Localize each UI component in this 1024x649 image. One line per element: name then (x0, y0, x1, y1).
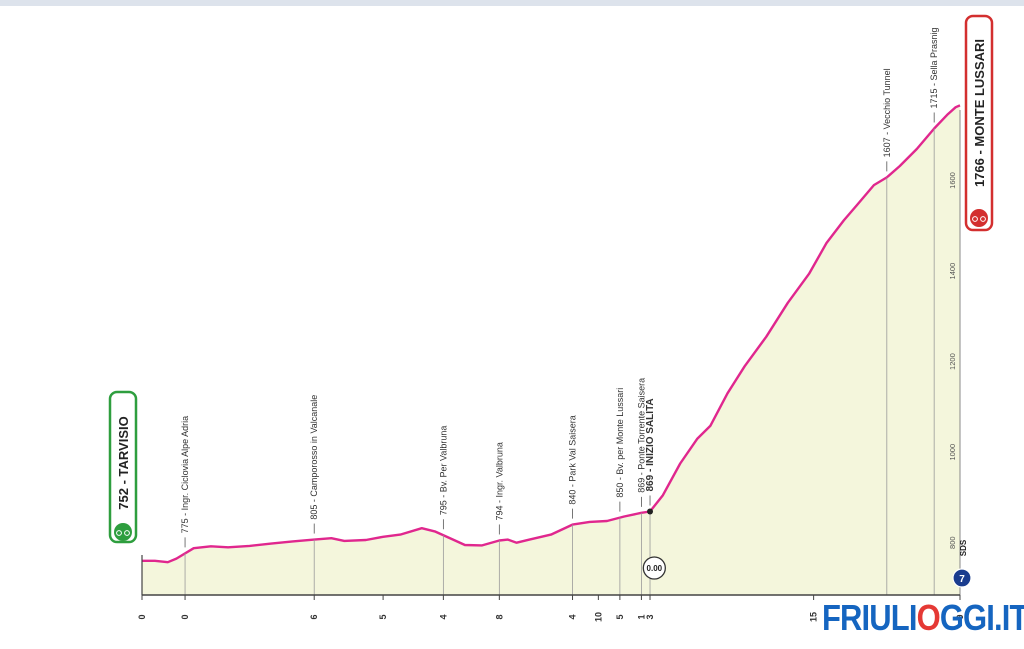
y-tick-label: 1000 (948, 444, 957, 461)
start-bike-wheel-icon (124, 530, 130, 536)
brand-part-1: FRIULI (822, 597, 917, 638)
km-marker-label: 7 (959, 574, 965, 585)
time-check-label: 0.00 (647, 564, 663, 573)
sds-label: SDS (959, 539, 968, 556)
y-tick-label: 800 (948, 536, 957, 549)
y-tick-label: 1600 (948, 172, 957, 189)
brand-logo: FRIULIOGGI.IT (822, 600, 1024, 636)
finish-bike-icon (970, 209, 988, 227)
x-tick-label: 0 (137, 614, 147, 619)
brand-part-3: GGI.IT (939, 597, 1024, 638)
x-tick-label: 5 (378, 614, 388, 619)
x-tick-label: 3 (645, 614, 655, 619)
finish-label: 1766 - MONTE LUSSARI (972, 39, 987, 187)
x-tick-label: 6 (309, 614, 319, 619)
annotation-label: 869 - Ponte Torrente Saisera (636, 378, 646, 493)
x-tick-label: 0 (180, 614, 190, 619)
x-tick-label: 9 (955, 614, 965, 619)
annotation-label: 805 - Camporosso in Valcanale (309, 395, 319, 520)
profile-line (142, 104, 961, 564)
start-badge (108, 390, 138, 544)
x-tick-label: 5 (615, 614, 625, 619)
climb-start-dot (647, 508, 654, 515)
x-tick-label: 1 (636, 614, 646, 619)
km-marker-icon (952, 568, 972, 588)
annotation-label: 869 - INIZIO SALITA (645, 398, 656, 491)
finish-bike-wheel-icon (980, 216, 986, 222)
annotation-label: 840 - Park Val Saisera (568, 415, 578, 504)
brand-part-2: O (916, 597, 941, 638)
start-bike-icon (114, 523, 132, 541)
finish-badge (964, 14, 994, 232)
top-border (0, 0, 1024, 6)
y-tick-label: 1200 (948, 353, 957, 370)
x-tick-label: 4 (438, 614, 448, 619)
annotation-label: 795 - Bv. Per Valbruna (438, 426, 448, 516)
annotation-label: 850 - Bv. per Monte Lussari (615, 388, 625, 498)
start-label: 752 - TARVISIO (116, 416, 131, 509)
annotation-label: 775 - Ingr. Ciclovia Alpe Adria (180, 416, 190, 534)
x-tick-label: 8 (494, 614, 504, 619)
annotation-label: 1607 - Vecchio Tunnel (882, 68, 892, 157)
x-tick-label: 15 (809, 612, 819, 622)
x-tick-label: 4 (568, 614, 578, 619)
annotation-label: 794 - Ingr. Valbruna (494, 442, 504, 520)
time-check-icon (642, 556, 666, 580)
annotation-label: 1715 - Sella Prasnig (929, 27, 939, 108)
start-bike-wheel-icon (116, 530, 122, 536)
y-tick-label: 1400 (948, 263, 957, 280)
profile-fill (142, 105, 960, 596)
x-tick-label: 10 (593, 612, 603, 622)
finish-bike-wheel-icon (972, 216, 978, 222)
